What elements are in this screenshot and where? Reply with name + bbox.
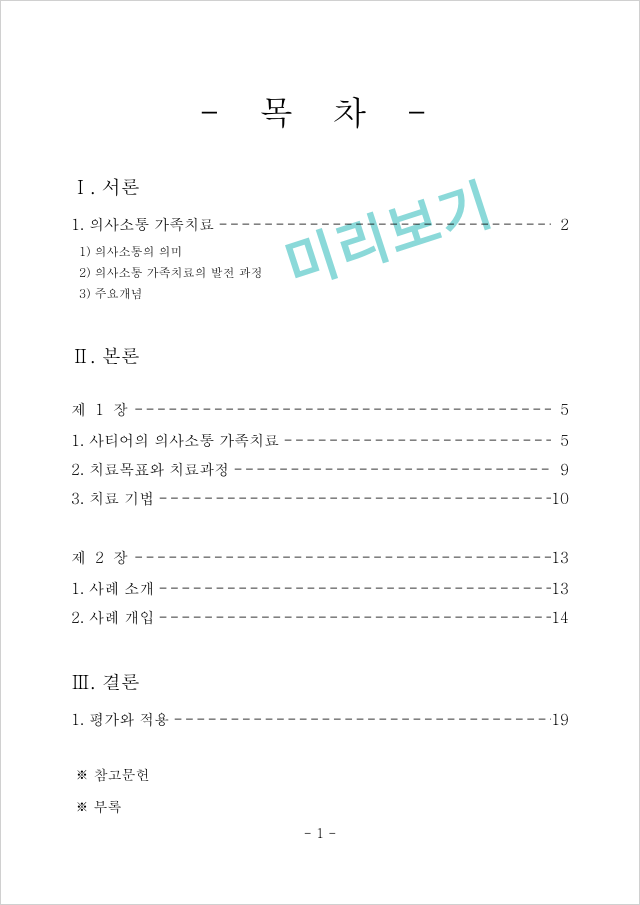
toc-entry: 2. 치료목표와 치료과정 --------------------------… <box>71 459 569 480</box>
toc-leader: ----------------------------------------… <box>169 709 551 730</box>
toc-page: 10 <box>551 488 569 509</box>
toc-label: 1. 사례 소개 <box>71 578 154 599</box>
section-2-head: Ⅱ. 본론 <box>71 342 569 369</box>
toc-entry: 2. 사례 개입 -------------------------------… <box>71 607 569 628</box>
toc-leader: ----------------------------------------… <box>214 214 551 235</box>
toc-label: 1. 사티어의 의사소통 가족치료 <box>71 430 279 451</box>
toc-page: 5 <box>551 399 569 420</box>
toc-leader: ----------------------------------------… <box>154 607 551 628</box>
toc-entry: 3. 치료 기법 -------------------------------… <box>71 488 569 509</box>
section-3-head: Ⅲ. 결론 <box>71 668 569 695</box>
toc-entry: 1. 사티어의 의사소통 가족치료 ----------------------… <box>71 430 569 451</box>
toc-page: 5 <box>551 430 569 451</box>
page-number-footer: - 1 - <box>1 823 639 842</box>
toc-entry: 1. 사례 소개 -------------------------------… <box>71 578 569 599</box>
toc-entry: 1. 의사소통 가족치료 ---------------------------… <box>71 214 569 235</box>
toc-leader: ----------------------------------------… <box>154 488 551 509</box>
toc-page: 13 <box>551 547 569 568</box>
toc-chapter: 제 2 장 ----------------------------------… <box>71 547 569 568</box>
toc-label: 2. 치료목표와 치료과정 <box>71 459 229 480</box>
appendix-label: ※ 부록 <box>75 796 569 816</box>
toc-page: 9 <box>551 459 569 480</box>
section-1-head: Ⅰ. 서론 <box>71 173 569 200</box>
references-label: ※ 참고문헌 <box>75 764 569 784</box>
page-title: - 목 차 - <box>71 86 569 135</box>
toc-label: 1. 의사소통 가족치료 <box>71 214 214 235</box>
toc-subitem: 1) 의사소통의 의미 <box>79 243 569 260</box>
toc-page: 2 <box>551 214 569 235</box>
toc-chapter-label: 제 2 장 <box>71 547 130 568</box>
toc-label: 3. 치료 기법 <box>71 488 154 509</box>
toc-page: 13 <box>551 578 569 599</box>
toc-chapter: 제 1 장 ----------------------------------… <box>71 399 569 420</box>
toc-entry: 1. 평가와 적용 ------------------------------… <box>71 709 569 730</box>
toc-leader: ----------------------------------------… <box>130 547 551 568</box>
document-content: - 목 차 - Ⅰ. 서론 1. 의사소통 가족치료 -------------… <box>71 86 569 816</box>
toc-leader: ----------------------------------------… <box>279 430 551 451</box>
toc-page: 14 <box>551 607 569 628</box>
toc-label: 1. 평가와 적용 <box>71 709 169 730</box>
toc-chapter-label: 제 1 장 <box>71 399 130 420</box>
toc-leader: ----------------------------------------… <box>229 459 551 480</box>
toc-label: 2. 사례 개입 <box>71 607 154 628</box>
toc-leader: ----------------------------------------… <box>154 578 551 599</box>
toc-page: 19 <box>551 709 569 730</box>
toc-leader: ----------------------------------------… <box>130 399 551 420</box>
toc-subitem: 3) 주요개념 <box>79 285 569 302</box>
toc-subitem: 2) 의사소통 가족치료의 발전 과정 <box>79 264 569 281</box>
